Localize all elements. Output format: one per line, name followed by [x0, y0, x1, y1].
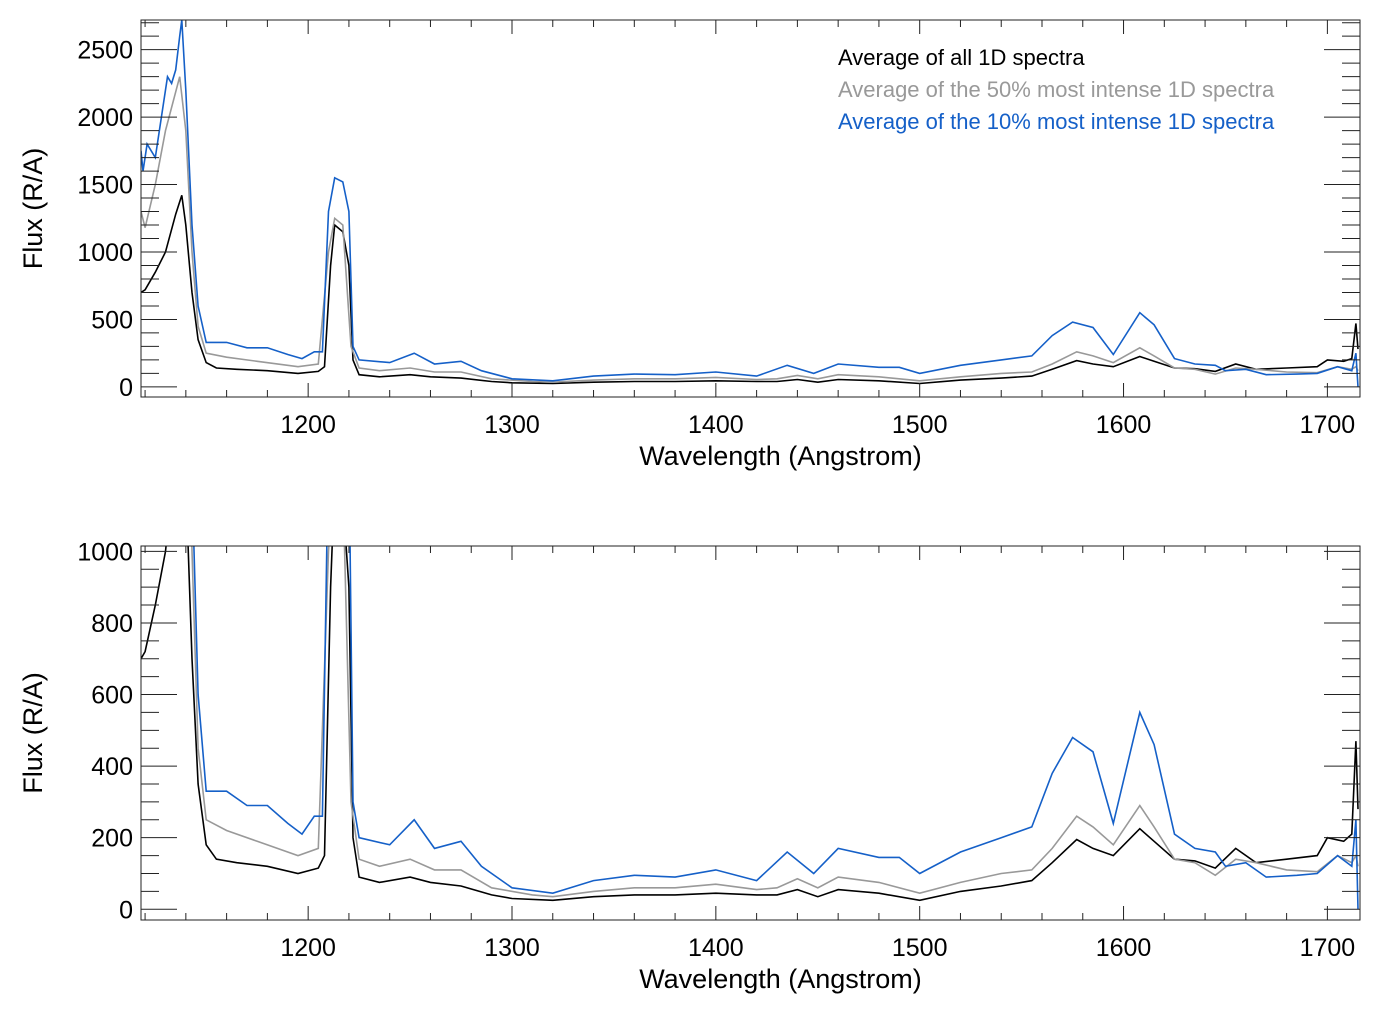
y-tick-label: 500 [91, 306, 133, 334]
plot-frame [140, 19, 1361, 398]
x-axis-label: Wavelength (Angstrom) [639, 964, 922, 994]
x-tick-label: 1500 [892, 411, 948, 439]
y-tick-label: 200 [91, 825, 133, 853]
x-tick-label: 1300 [484, 934, 540, 962]
x-axis-label: Wavelength (Angstrom) [639, 441, 922, 471]
series-line-1 [191, 546, 1359, 898]
y-tick-label: 1500 [77, 172, 133, 200]
series-line-2 [193, 546, 1359, 910]
y-axis-label: Flux (R/A) [18, 148, 48, 270]
legend: Average of all 1D spectra Average of the … [838, 45, 1275, 134]
x-tick-label: 1600 [1096, 934, 1152, 962]
plot-frame [140, 545, 1361, 921]
y-tick-label: 2000 [77, 104, 133, 132]
y-tick-label: 1000 [77, 239, 133, 267]
legend-entry: Average of all 1D spectra [838, 45, 1085, 70]
x-tick-label: 1400 [688, 411, 744, 439]
series-line-1 [141, 76, 1359, 384]
x-tick-label: 1400 [688, 934, 744, 962]
series-line-2 [141, 20, 1359, 387]
x-tick-label: 1200 [280, 934, 336, 962]
x-tick-label: 1600 [1096, 411, 1152, 439]
x-tick-label: 1500 [892, 934, 948, 962]
y-tick-label: 400 [91, 753, 133, 781]
y-tick-label: 1000 [77, 538, 133, 566]
legend-entry: Average of the 50% most intense 1D spect… [838, 77, 1275, 102]
y-tick-label: 0 [119, 374, 133, 402]
series-line-0 [141, 195, 1359, 385]
x-tick-label: 1700 [1300, 411, 1356, 439]
y-tick-label: 600 [91, 682, 133, 710]
x-tick-label: 1300 [484, 411, 540, 439]
y-tick-label: 0 [119, 896, 133, 924]
y-axis-label: Flux (R/A) [18, 672, 48, 794]
x-tick-label: 1700 [1300, 934, 1356, 962]
series-line-0 [141, 546, 1359, 902]
bottom-panel: 1200 1300 1400 1500 1600 1700 0 200 400 600 800 100… [18, 538, 1361, 994]
top-panel: 1200 1300 1400 1500 1600 1700 0 500 1000 1500 2000… [18, 19, 1361, 471]
x-tick-label: 1200 [280, 411, 336, 439]
y-tick-label: 2500 [77, 37, 133, 65]
legend-entry: Average of the 10% most intense 1D spect… [838, 109, 1275, 134]
y-tick-label: 800 [91, 610, 133, 638]
